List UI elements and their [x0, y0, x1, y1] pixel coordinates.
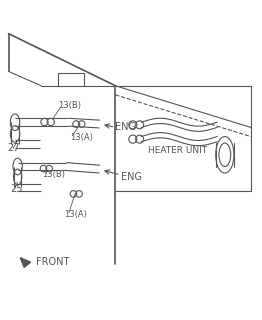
- Text: 13(B): 13(B): [58, 101, 81, 110]
- Text: 27: 27: [7, 143, 20, 153]
- Text: HEATER UNIT: HEATER UNIT: [148, 146, 207, 156]
- Text: 13(B): 13(B): [42, 170, 66, 179]
- Text: 25: 25: [10, 184, 23, 194]
- Text: 13(A): 13(A): [64, 210, 88, 219]
- Text: ENG: ENG: [115, 123, 136, 132]
- Text: ENG: ENG: [121, 172, 141, 182]
- Text: FRONT: FRONT: [36, 257, 69, 267]
- Polygon shape: [20, 258, 31, 268]
- Text: 13(A): 13(A): [70, 133, 93, 142]
